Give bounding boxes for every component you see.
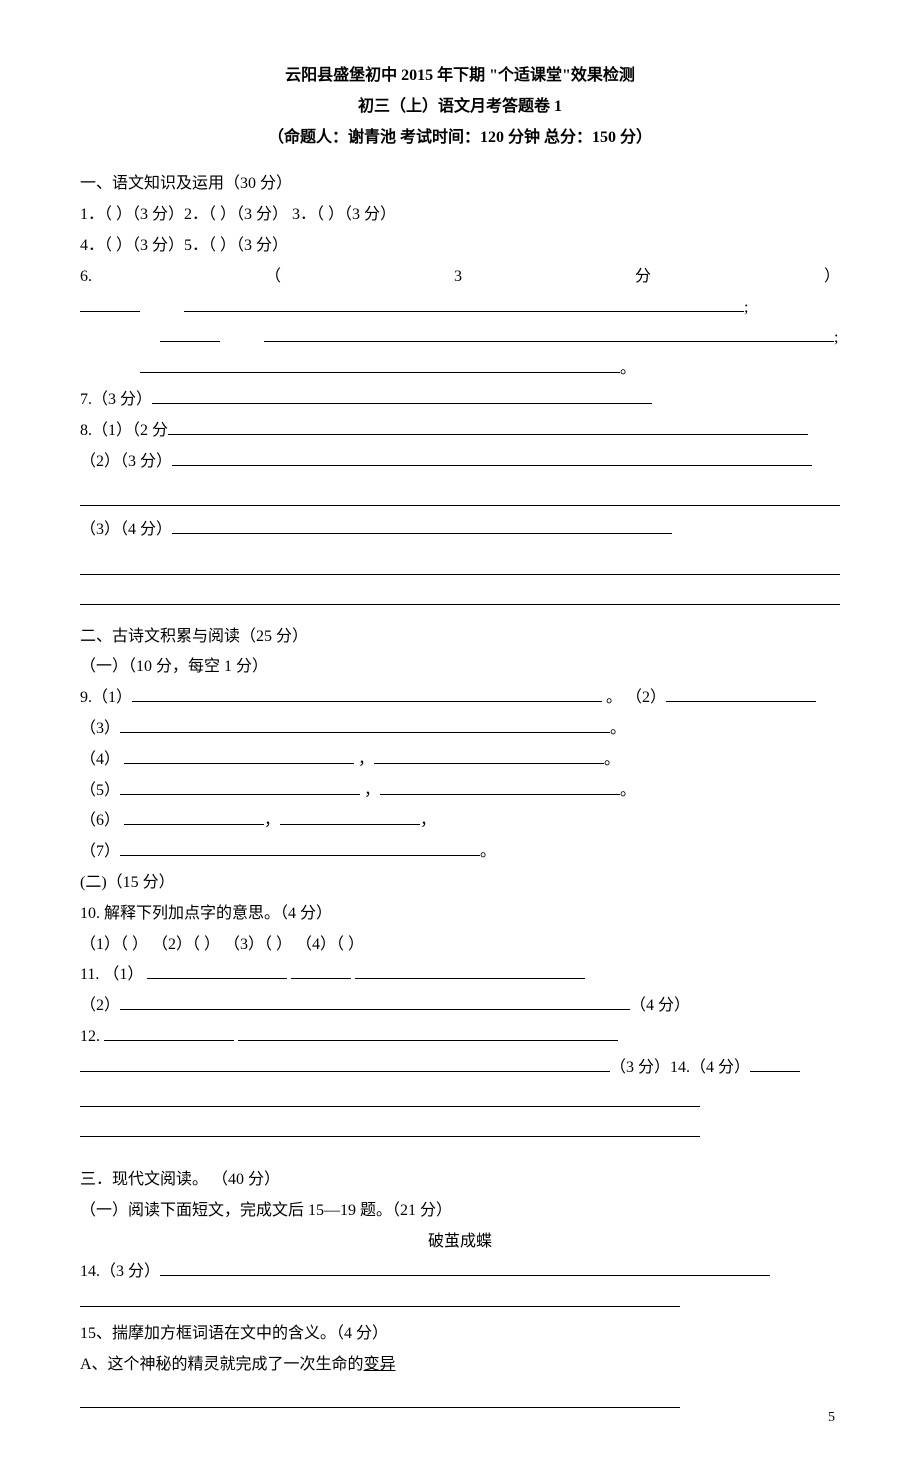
- q14-line: 14.（3 分）: [80, 1258, 840, 1287]
- semicolon-1: ;: [744, 299, 748, 316]
- section3-sub1: （一）阅读下面短文，完成文后 15—19 题。（21 分）: [80, 1197, 840, 1226]
- q9-6-label: （6）: [80, 812, 120, 829]
- q12-suffix: （3 分）14.（4 分）: [610, 1059, 750, 1076]
- comma-6a: ，: [264, 812, 280, 829]
- q14-blank1: [80, 1089, 840, 1118]
- q14-blank2: [80, 1119, 840, 1148]
- page-number: 5: [828, 1405, 835, 1430]
- q9-3-line: （3） 。: [80, 715, 840, 744]
- comma-6b: ，: [420, 812, 436, 829]
- period-7: 。: [480, 843, 496, 860]
- q1-5-line1: 1．（ ）（3 分）2．（ ）（3 分） 3．（ ）（3 分）: [80, 201, 840, 230]
- q11-line: 11. （1）: [80, 961, 840, 990]
- header-line-2: 初三（上）语文月考答题卷 1: [80, 93, 840, 122]
- q8-3-line: （3）（4 分）: [80, 516, 840, 545]
- q8-3-label: （3）（4 分）: [80, 521, 172, 538]
- q6-blank-1: ;: [80, 294, 840, 323]
- comma-4: ，: [358, 751, 374, 768]
- q15-a-line: A、这个神秘的精灵就完成了一次生命的变异: [80, 1351, 840, 1380]
- q6-paren: （: [265, 263, 281, 292]
- semicolon-2: ;: [834, 329, 838, 346]
- period-5: 。: [620, 782, 636, 799]
- q9-7-label: （7）: [80, 843, 120, 860]
- q11-2-line: （2） （4 分）: [80, 992, 840, 1021]
- page-container: 云阳县盛堡初中 2015 年下期 "个适课堂"效果检测 初三（上）语文月考答题卷…: [0, 0, 920, 1460]
- section2-sub2: (二)（15 分）: [80, 869, 840, 898]
- section3-title: 三．现代文阅读。 （40 分）: [80, 1166, 840, 1195]
- section2-sub1: （一）（10 分，每空 1 分）: [80, 653, 840, 682]
- q7-line: 7.（3 分）: [80, 386, 840, 415]
- period-3: 。: [610, 720, 626, 737]
- section1-title: 一、语文知识及运用（30 分）: [80, 170, 840, 199]
- q9-4-label: （4）: [80, 751, 120, 768]
- period-0: 。: [620, 360, 636, 377]
- period-4: 。: [604, 751, 620, 768]
- q9-5-label: （5）: [80, 782, 120, 799]
- q9-2-label: （2）: [626, 689, 666, 706]
- q9-3-label: （3）: [80, 720, 120, 737]
- story-title: 破茧成蝶: [80, 1228, 840, 1257]
- q15-line: 15、揣摩加方框词语在文中的含义。（4 分）: [80, 1320, 840, 1349]
- q6-blank-2: ;: [160, 324, 840, 353]
- q6-line: 6. （ 3 分 ）: [80, 263, 840, 292]
- q12-line: 12.: [80, 1023, 840, 1052]
- q8-3-blank1: [80, 553, 840, 575]
- q12-blank-line: （3 分）14.（4 分）: [80, 1054, 840, 1083]
- q8-2-blank: [80, 484, 840, 506]
- q7-label: 7.（3 分）: [80, 391, 152, 408]
- q9-6-line: （6） ， ，: [80, 807, 840, 836]
- q6-unit: 分: [635, 263, 651, 292]
- q10-opts: （1）（ ） （2）（ ） （3）（ ） （4）（ ）: [80, 931, 840, 960]
- q1-5-line2: 4．（ ）（3 分）5．（ ）（3 分）: [80, 232, 840, 261]
- q9-5-line: （5） ， 。: [80, 777, 840, 806]
- q8-1-label: 8.（1）（2 分: [80, 422, 168, 439]
- q11-2-label: （2）: [80, 997, 120, 1014]
- q6-blank-3: 。: [140, 355, 840, 384]
- comma-5: ，: [364, 782, 380, 799]
- q8-1-line: 8.（1）（2 分: [80, 417, 840, 446]
- q10-line: 10. 解释下列加点字的意思。（4 分）: [80, 900, 840, 929]
- header-line-1: 云阳县盛堡初中 2015 年下期 "个适课堂"效果检测: [80, 62, 840, 91]
- q8-2-line: （2）（3 分）: [80, 448, 840, 477]
- q6-close: ）: [824, 263, 840, 292]
- q15-blank: [80, 1390, 840, 1419]
- q9-7-line: （7） 。: [80, 838, 840, 867]
- q14-label: 14.（3 分）: [80, 1263, 160, 1280]
- q15-a-text: A、这个神秘的精灵就完成了一次生命的: [80, 1356, 364, 1373]
- q14-blank3: [80, 1289, 840, 1318]
- underlined-word: 变异: [364, 1356, 396, 1373]
- q6-prefix: 6.: [80, 263, 92, 292]
- q11-label: 11. （1）: [80, 966, 143, 983]
- q12-label: 12.: [80, 1028, 100, 1045]
- header-line-3: （命题人：谢青池 考试时间：120 分钟 总分：150 分）: [80, 124, 840, 153]
- q9-1-line: 9.（1） 。 （2）: [80, 684, 840, 713]
- q9-1-label: 9.（1）: [80, 689, 132, 706]
- q8-3-blank2: [80, 583, 840, 605]
- q8-2-label: （2）（3 分）: [80, 453, 172, 470]
- period-1: 。: [606, 689, 626, 706]
- q6-points: 3: [454, 263, 462, 292]
- section2-title: 二、古诗文积累与阅读（25 分）: [80, 623, 840, 652]
- q9-4-line: （4） ， 。: [80, 746, 840, 775]
- q11-pts: （4 分）: [630, 997, 690, 1014]
